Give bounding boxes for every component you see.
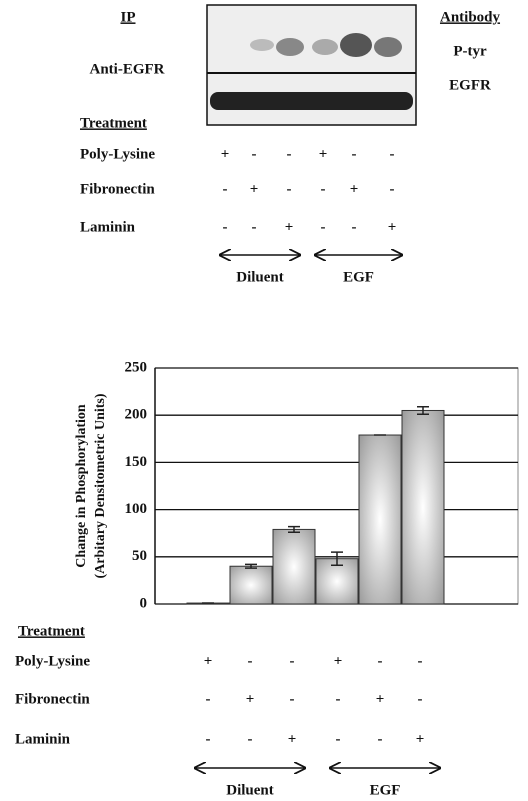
treatment-mark: - bbox=[287, 181, 292, 197]
top-treatment: Treatment Poly-Lysine + - - + - - Fibronectin - + -… bbox=[80, 115, 402, 285]
treatment-mark: - bbox=[418, 653, 423, 669]
treatment-mark: - bbox=[352, 146, 357, 162]
bottom-treatment: Treatment Poly-Lysine + - - + - - Fibronectin - + -… bbox=[15, 623, 440, 798]
treatment-mark: + bbox=[288, 731, 297, 747]
treatment-mark: - bbox=[223, 219, 228, 235]
treatment-mark: - bbox=[336, 731, 341, 747]
treatment-title: Treatment bbox=[18, 623, 85, 639]
y-axis-label: (Arbitary Densitometric Units) bbox=[93, 393, 108, 578]
chart: 0 50 100 150 200 250 Change in Phosphorylation… bbox=[74, 359, 518, 611]
treatment-mark: - bbox=[248, 653, 253, 669]
group-label: EGF bbox=[343, 269, 374, 285]
figure: IP Anti-EGFR Antibody P-tyr EGFR Treatme… bbox=[0, 0, 528, 801]
antibody: P-tyr bbox=[453, 43, 487, 59]
y-tick-label: 0 bbox=[140, 595, 148, 611]
y-tick-label: 200 bbox=[125, 407, 148, 423]
treatment-name: Laminin bbox=[80, 219, 136, 235]
treatment-name: Poly-Lysine bbox=[80, 146, 155, 162]
y-tick-label: 150 bbox=[125, 454, 148, 470]
y-tick-label: 50 bbox=[132, 548, 147, 564]
treatment-mark: - bbox=[378, 731, 383, 747]
group-label: Diluent bbox=[236, 269, 284, 285]
treatment-mark: - bbox=[418, 691, 423, 707]
y-axis-label: Change in Phosphorylation bbox=[74, 404, 89, 568]
group-label: Diluent bbox=[226, 782, 274, 798]
treatment-mark: - bbox=[290, 653, 295, 669]
y-tick-label: 250 bbox=[125, 359, 148, 375]
bar bbox=[359, 435, 401, 604]
ip-label: IP bbox=[121, 9, 136, 25]
treatment-mark: + bbox=[204, 653, 213, 669]
treatment-mark: - bbox=[321, 181, 326, 197]
treatment-mark: - bbox=[390, 146, 395, 162]
blot bbox=[207, 5, 416, 125]
treatment-mark: - bbox=[352, 219, 357, 235]
treatment-mark: - bbox=[252, 219, 257, 235]
treatment-name: Poly-Lysine bbox=[15, 653, 90, 669]
treatment-mark: - bbox=[206, 691, 211, 707]
treatment-mark: + bbox=[334, 653, 343, 669]
group-label: EGF bbox=[370, 782, 401, 798]
treatment-name: Laminin bbox=[15, 731, 71, 747]
treatment-mark: - bbox=[290, 691, 295, 707]
treatment-mark: - bbox=[336, 691, 341, 707]
treatment-mark: + bbox=[416, 731, 425, 747]
treatment-mark: - bbox=[321, 219, 326, 235]
treatment-name: Fibronectin bbox=[80, 181, 155, 197]
treatment-mark: + bbox=[350, 181, 359, 197]
treatment-mark: - bbox=[248, 731, 253, 747]
antibody-label: Antibody bbox=[440, 9, 501, 25]
treatment-name: Fibronectin bbox=[15, 691, 90, 707]
y-tick-label: 100 bbox=[125, 501, 148, 517]
treatment-mark: - bbox=[252, 146, 257, 162]
treatment-mark: - bbox=[206, 731, 211, 747]
treatment-mark: + bbox=[221, 146, 230, 162]
treatment-title: Treatment bbox=[80, 115, 147, 131]
treatment-mark: - bbox=[287, 146, 292, 162]
treatment-mark: - bbox=[378, 653, 383, 669]
treatment-mark: + bbox=[285, 219, 294, 235]
antibody: EGFR bbox=[449, 77, 491, 93]
treatment-mark: + bbox=[250, 181, 259, 197]
treatment-mark: + bbox=[319, 146, 328, 162]
treatment-mark: + bbox=[246, 691, 255, 707]
treatment-mark: - bbox=[223, 181, 228, 197]
bar bbox=[273, 529, 315, 604]
treatment-mark: + bbox=[376, 691, 385, 707]
bar bbox=[402, 410, 444, 604]
treatment-mark: + bbox=[388, 219, 397, 235]
ip-target: Anti-EGFR bbox=[90, 61, 165, 77]
treatment-mark: - bbox=[390, 181, 395, 197]
bar bbox=[230, 566, 272, 604]
